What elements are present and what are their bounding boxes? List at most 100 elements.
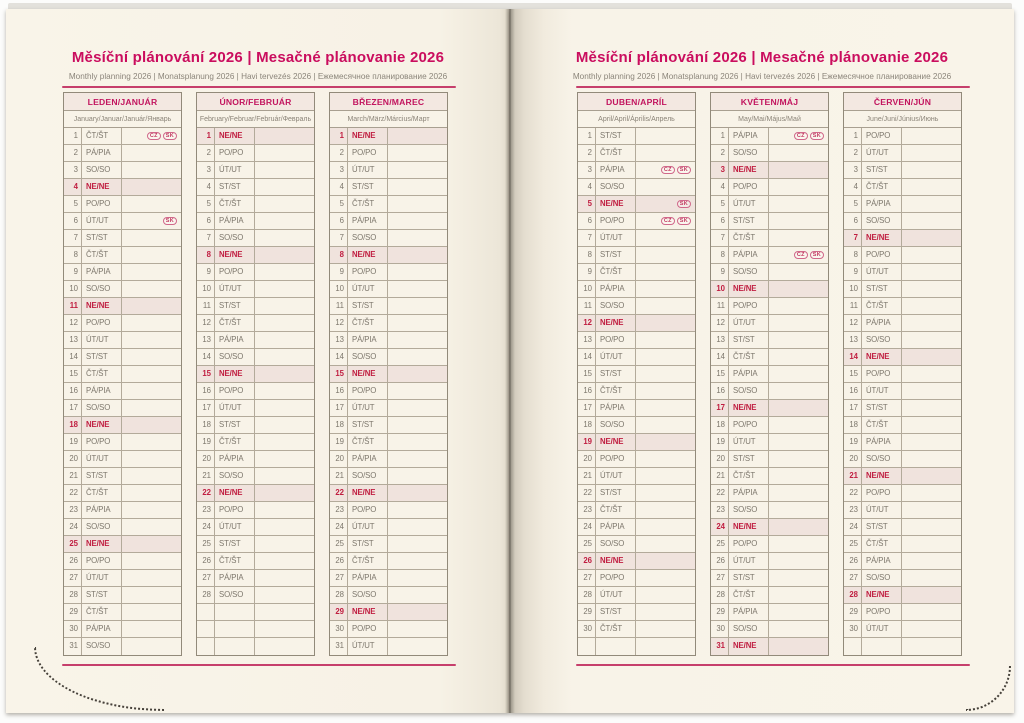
day-number-cell: 22 <box>64 485 82 501</box>
day-name-cell: PÁ/PIA <box>215 213 255 229</box>
day-row: 10 PÁ/PIA <box>578 281 695 298</box>
day-number-cell: 12 <box>711 315 729 331</box>
day-name-cell: SO/SO <box>215 349 255 365</box>
day-number-cell: 25 <box>64 536 82 552</box>
day-row: 11 SO/SO <box>578 298 695 315</box>
day-notes-cell <box>388 434 447 450</box>
day-row: 23 SO/SO <box>711 502 828 519</box>
day-notes-cell <box>255 281 314 297</box>
day-row: 11 ČT/ŠT <box>844 298 961 315</box>
day-number-cell: 26 <box>711 553 729 569</box>
day-notes-cell <box>902 400 961 416</box>
day-notes-cell <box>636 536 695 552</box>
day-name-cell: NE/NE <box>348 247 388 263</box>
day-row <box>197 638 314 655</box>
day-notes-cell <box>769 264 828 280</box>
day-number-cell: 2 <box>844 145 862 161</box>
day-notes-cell <box>636 383 695 399</box>
day-name-cell: ST/ST <box>215 179 255 195</box>
day-number-cell: 20 <box>578 451 596 467</box>
day-number-cell: 17 <box>64 400 82 416</box>
day-row <box>578 638 695 655</box>
day-name-cell: ČT/ŠT <box>596 621 636 637</box>
day-notes-cell <box>255 332 314 348</box>
day-notes-cell <box>902 264 961 280</box>
day-number-cell: 15 <box>197 366 215 382</box>
day-row: 8 PÁ/PIA CZ SK <box>711 247 828 264</box>
day-row: 12 PÁ/PIA <box>844 315 961 332</box>
day-number-cell: 20 <box>844 451 862 467</box>
day-notes-cell <box>769 502 828 518</box>
day-notes-cell <box>902 434 961 450</box>
day-name-cell: ÚT/UT <box>596 587 636 603</box>
day-name-cell <box>215 604 255 620</box>
day-name-cell: ČT/ŠT <box>729 468 769 484</box>
day-row: 1 PÁ/PIA CZ SK <box>711 128 828 145</box>
day-number-cell: 22 <box>197 485 215 501</box>
day-name-cell: ST/ST <box>215 298 255 314</box>
day-name-cell: ST/ST <box>862 281 902 297</box>
month-header: ČERVEN/JÚN <box>844 93 961 111</box>
day-number-cell: 7 <box>711 230 729 246</box>
day-notes-cell <box>902 587 961 603</box>
day-notes-cell <box>388 502 447 518</box>
day-number-cell: 27 <box>578 570 596 586</box>
day-name-cell: PO/PO <box>348 264 388 280</box>
day-notes-cell <box>769 315 828 331</box>
day-row: 4 ČT/ŠT <box>844 179 961 196</box>
day-number-cell: 14 <box>64 349 82 365</box>
month-subheader: April/April/Április/Апрель <box>578 111 695 128</box>
day-notes-cell <box>388 417 447 433</box>
day-notes-cell <box>902 128 961 144</box>
page-title: Měsíční plánování 2026 | Mesačné plánova… <box>575 49 949 66</box>
day-name-cell: PO/PO <box>348 502 388 518</box>
day-row: 22 PO/PO <box>844 485 961 502</box>
day-name-cell: ČT/ŠT <box>82 128 122 144</box>
day-number-cell: 10 <box>330 281 348 297</box>
day-number-cell: 19 <box>578 434 596 450</box>
day-row: 14 ČT/ŠT <box>711 349 828 366</box>
day-notes-cell <box>255 349 314 365</box>
day-number-cell: 4 <box>330 179 348 195</box>
day-row: 21 SO/SO <box>197 468 314 485</box>
day-number-cell: 22 <box>578 485 596 501</box>
day-number-cell: 11 <box>711 298 729 314</box>
day-name-cell: ÚT/UT <box>348 281 388 297</box>
day-notes-cell <box>636 485 695 501</box>
day-name-cell: SO/SO <box>596 179 636 195</box>
day-name-cell: NE/NE <box>862 587 902 603</box>
day-row: 7 ST/ST <box>64 230 181 247</box>
day-number-cell: 26 <box>578 553 596 569</box>
day-number-cell: 7 <box>844 230 862 246</box>
day-notes-cell <box>122 621 181 637</box>
day-name-cell: ČT/ŠT <box>215 434 255 450</box>
day-number-cell: 20 <box>197 451 215 467</box>
day-number-cell: 31 <box>711 638 729 655</box>
day-notes-cell <box>636 621 695 637</box>
day-row: 18 ČT/ŠT <box>844 417 961 434</box>
day-notes-cell <box>255 638 314 655</box>
day-number-cell: 1 <box>711 128 729 144</box>
day-notes-cell <box>769 145 828 161</box>
day-row: 31 ÚT/UT <box>330 638 447 655</box>
day-number-cell: 24 <box>711 519 729 535</box>
page-stack-top-edge <box>8 3 1012 11</box>
day-name-cell: NE/NE <box>596 315 636 331</box>
day-row: 29 ST/ST <box>578 604 695 621</box>
day-notes-cell <box>122 519 181 535</box>
day-number-cell: 8 <box>197 247 215 263</box>
day-name-cell: ST/ST <box>729 451 769 467</box>
day-number-cell: 10 <box>844 281 862 297</box>
day-number-cell: 1 <box>64 128 82 144</box>
day-notes-cell <box>769 485 828 501</box>
day-notes-cell <box>255 621 314 637</box>
day-number-cell: 16 <box>711 383 729 399</box>
day-row: 6 ST/ST <box>711 213 828 230</box>
day-row: 6 PO/PO CZ SK <box>578 213 695 230</box>
cz-holiday-flag-badge: CZ <box>660 217 675 225</box>
day-number-cell: 6 <box>711 213 729 229</box>
day-name-cell: ČT/ŠT <box>596 502 636 518</box>
day-number-cell: 28 <box>711 587 729 603</box>
day-name-cell: PÁ/PIA <box>729 604 769 620</box>
